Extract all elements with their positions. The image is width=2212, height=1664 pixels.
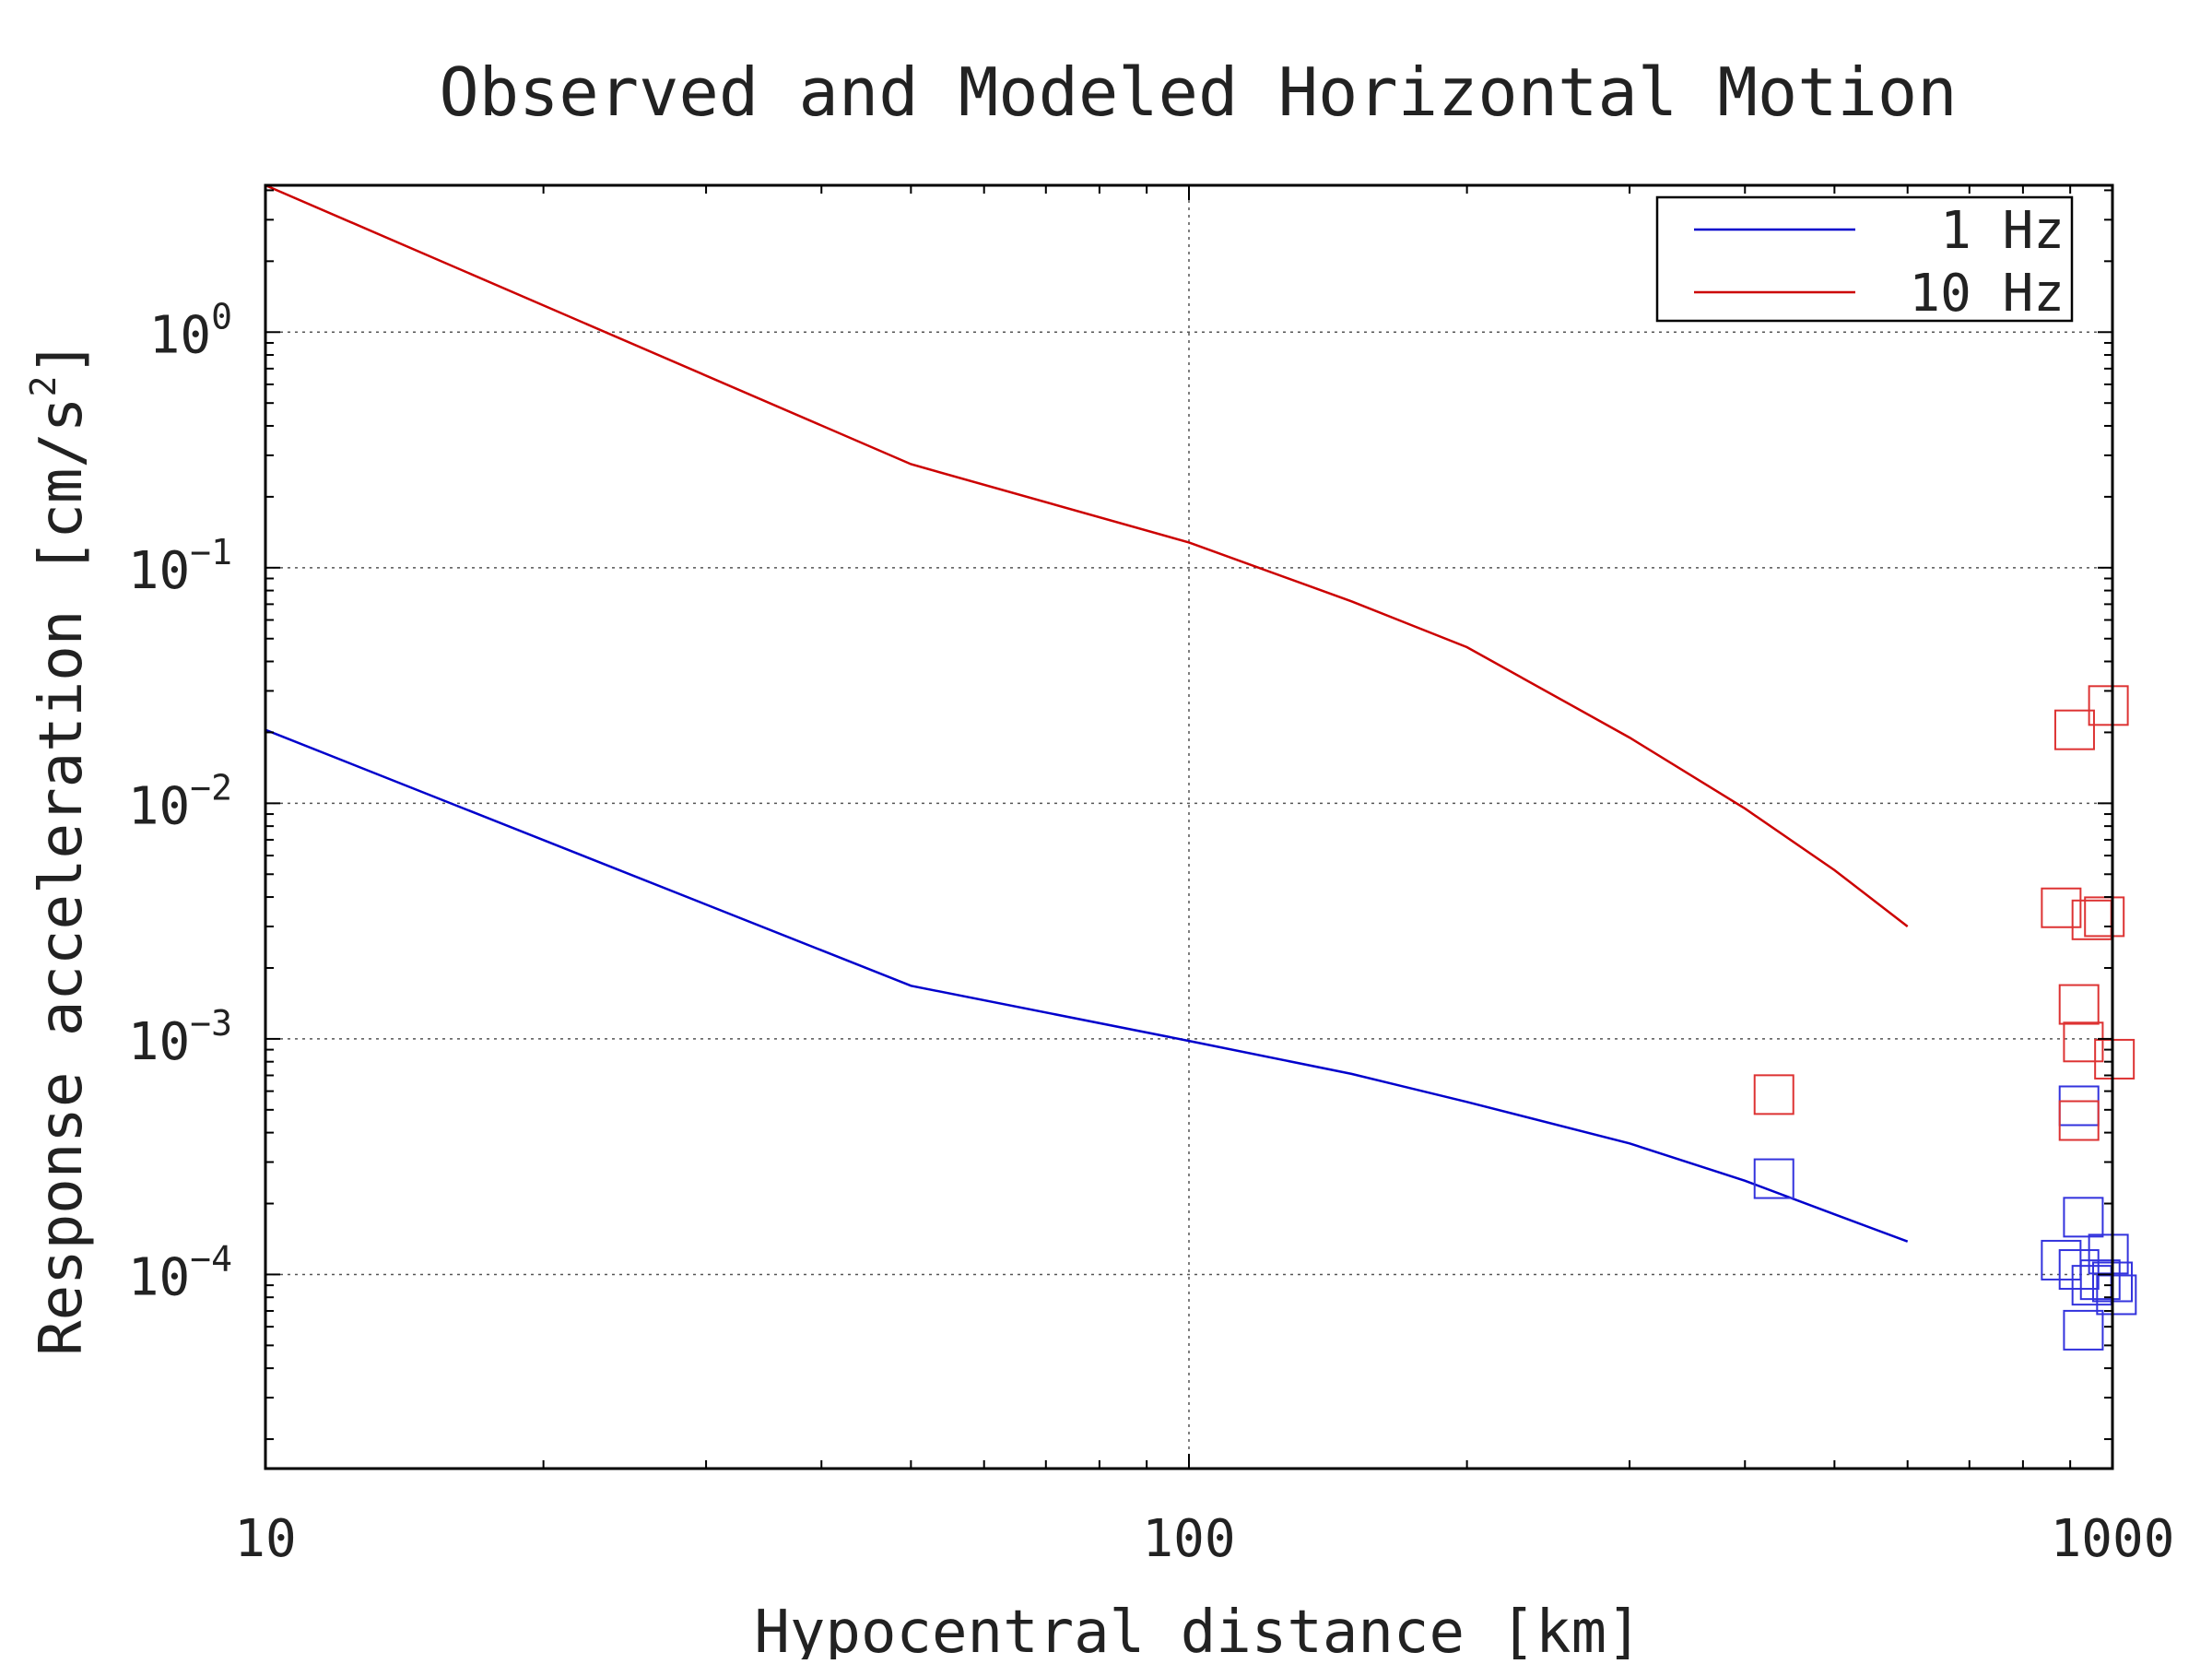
y-tick-label-exponent: 0 [211, 296, 232, 336]
observed-markers [1753, 685, 2137, 1351]
y-tick-label: 10−2 [128, 767, 232, 836]
series-line-10hz [265, 183, 1909, 927]
observed-marker [2058, 984, 2100, 1025]
y-tick-label: 100 [149, 296, 232, 365]
observed-marker [2058, 1085, 2100, 1127]
y-tick-label-base: 10 [128, 776, 190, 836]
y-axis-label-exponent: 2 [23, 376, 64, 397]
y-tick-label-exponent: −2 [190, 767, 232, 808]
y-tick-label: 10−1 [128, 532, 232, 601]
y-axis-label-main: Response acceleration [cm/s [28, 397, 96, 1356]
y-tick-label-base: 10 [149, 305, 211, 365]
observed-marker [2058, 1100, 2100, 1141]
observed-marker [2041, 1239, 2082, 1280]
x-tick-label: 1000 [2051, 1509, 2175, 1569]
y-tick-label-exponent: −3 [190, 1003, 232, 1044]
legend-label: 1 Hz [1940, 201, 2065, 261]
observed-marker [2058, 1249, 2100, 1291]
series-lines [265, 183, 1909, 1243]
chart-title: Observed and Modeled Horizontal Motion [439, 53, 1957, 131]
observed-marker [2088, 685, 2129, 726]
legend-label: 10 Hz [1909, 264, 2065, 324]
y-tick-label-base: 10 [128, 541, 190, 601]
observed-marker [1753, 1074, 1794, 1115]
grid [265, 185, 2112, 1469]
x-tick-label: 10 [234, 1509, 296, 1569]
observed-marker [1753, 1158, 1794, 1199]
legend-box [1655, 195, 2074, 323]
observed-marker [2094, 1038, 2136, 1080]
y-axis-label-close: ] [28, 340, 96, 376]
observed-marker [2041, 887, 2082, 928]
observed-marker [2063, 1197, 2104, 1238]
observed-marker [2053, 709, 2095, 750]
y-tick-label: 10−3 [128, 1003, 232, 1072]
y-tick-label-base: 10 [128, 1012, 190, 1072]
y-tick-label: 10−4 [128, 1238, 232, 1307]
series-line-1hz [265, 728, 1909, 1243]
x-axis-label: Hypocentral distance [km] [754, 1599, 1641, 1659]
observed-marker [2063, 1021, 2104, 1063]
observed-marker [2084, 896, 2125, 938]
observed-marker [2063, 1309, 2104, 1351]
observed-marker [2079, 1259, 2121, 1301]
observed-marker [2096, 1274, 2137, 1316]
observed-marker [2088, 1233, 2129, 1275]
y-axis-label: Response acceleration [cm/s2] [23, 340, 96, 1356]
x-tick-label: 100 [1142, 1509, 1235, 1569]
y-tick-label-exponent: −4 [190, 1238, 232, 1279]
y-tick-label-exponent: −1 [190, 532, 232, 572]
y-tick-label-base: 10 [128, 1247, 190, 1307]
observed-marker [2071, 899, 2112, 940]
